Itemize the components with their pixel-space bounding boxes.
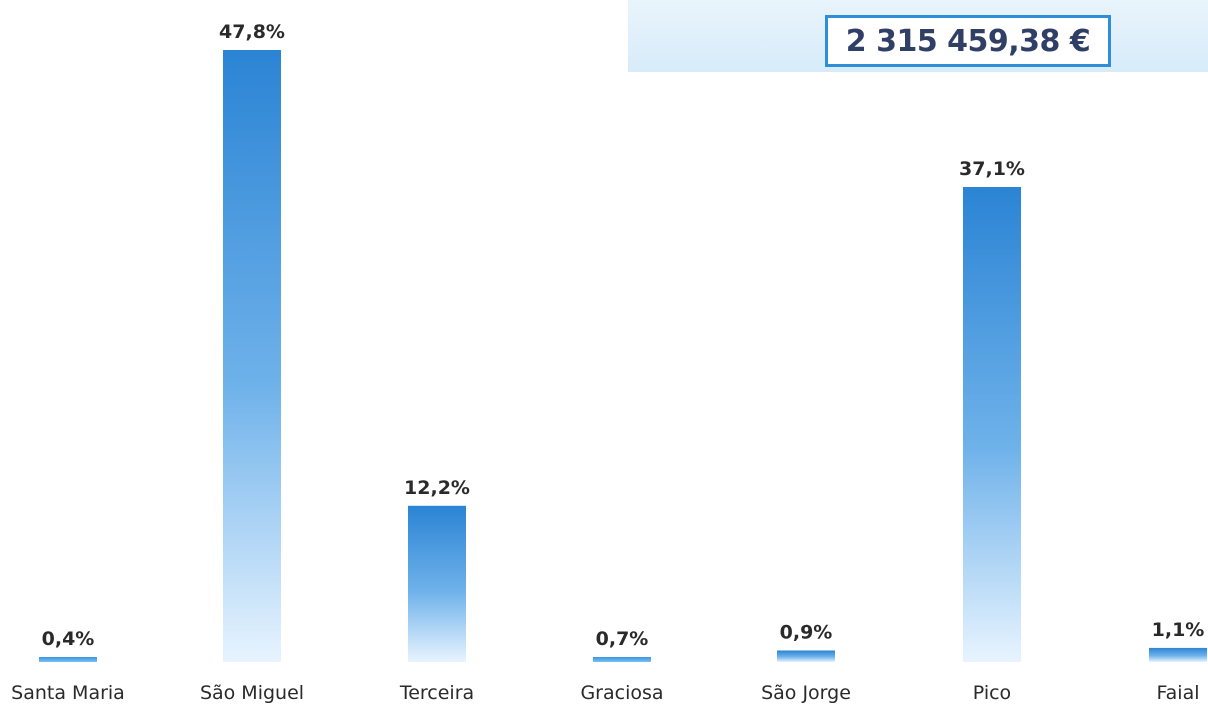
- data-label: 0,7%: [596, 628, 649, 650]
- category-label: Faial: [1156, 682, 1199, 704]
- total-amount: 2 315 459,38 €: [825, 15, 1111, 67]
- bar-santa-maria: [39, 657, 97, 662]
- data-label: 1,1%: [1152, 619, 1205, 641]
- bar-terceira: [408, 505, 466, 662]
- category-label: Pico: [973, 682, 1011, 704]
- bar-s-o-miguel: [223, 50, 281, 662]
- data-label: 0,9%: [780, 621, 833, 643]
- category-label: Terceira: [399, 682, 474, 704]
- category-label: São Jorge: [761, 682, 851, 704]
- bar-s-o-jorge: [777, 650, 835, 662]
- category-label: Santa Maria: [11, 682, 125, 704]
- data-label: 47,8%: [219, 21, 285, 43]
- bar-pico: [963, 186, 1021, 662]
- bar-faial: [1149, 647, 1207, 662]
- data-label: 37,1%: [959, 158, 1025, 180]
- category-label: São Miguel: [200, 682, 304, 704]
- data-label: 12,2%: [404, 477, 470, 499]
- bar-graciosa: [593, 657, 651, 662]
- data-label: 0,4%: [42, 628, 95, 650]
- category-label: Graciosa: [580, 682, 663, 704]
